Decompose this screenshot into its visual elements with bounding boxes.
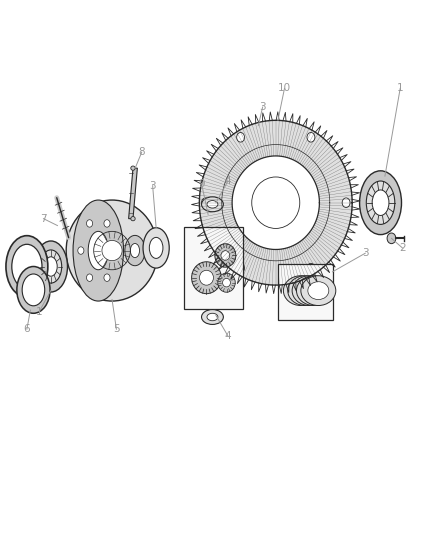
Ellipse shape — [131, 244, 140, 257]
Ellipse shape — [288, 276, 323, 305]
Circle shape — [113, 247, 119, 254]
Ellipse shape — [223, 278, 230, 287]
Polygon shape — [129, 168, 138, 219]
Text: 6: 6 — [24, 324, 30, 334]
Ellipse shape — [22, 274, 45, 306]
Ellipse shape — [143, 228, 169, 268]
Ellipse shape — [299, 282, 320, 300]
Ellipse shape — [40, 250, 62, 283]
Circle shape — [87, 220, 92, 227]
Ellipse shape — [6, 236, 48, 297]
Text: 1: 1 — [397, 83, 403, 93]
Circle shape — [104, 220, 110, 227]
Ellipse shape — [199, 270, 213, 285]
Ellipse shape — [232, 156, 319, 249]
Ellipse shape — [149, 237, 163, 259]
Circle shape — [387, 233, 396, 244]
Ellipse shape — [297, 276, 332, 305]
Ellipse shape — [88, 231, 108, 270]
Circle shape — [307, 263, 315, 273]
Text: 4: 4 — [224, 330, 231, 341]
Circle shape — [87, 274, 92, 281]
Ellipse shape — [45, 257, 57, 276]
Ellipse shape — [73, 200, 124, 301]
Ellipse shape — [290, 282, 311, 300]
Ellipse shape — [218, 273, 235, 292]
Ellipse shape — [292, 276, 327, 305]
Ellipse shape — [191, 262, 221, 294]
Text: 8: 8 — [138, 147, 145, 157]
Ellipse shape — [252, 177, 300, 229]
Text: 3: 3 — [362, 248, 369, 258]
Ellipse shape — [372, 190, 389, 215]
Circle shape — [237, 263, 244, 273]
Ellipse shape — [301, 276, 336, 305]
Text: 7: 7 — [40, 214, 47, 224]
Ellipse shape — [308, 282, 329, 300]
Circle shape — [104, 274, 110, 281]
Circle shape — [342, 198, 350, 207]
Ellipse shape — [201, 310, 223, 325]
Ellipse shape — [34, 241, 67, 292]
Ellipse shape — [12, 244, 42, 289]
Text: 4: 4 — [224, 176, 231, 187]
Text: 5: 5 — [113, 324, 120, 334]
Bar — [184, 227, 243, 309]
Ellipse shape — [131, 166, 135, 170]
Ellipse shape — [201, 197, 223, 212]
Ellipse shape — [283, 276, 318, 305]
Bar — [278, 264, 332, 320]
Ellipse shape — [207, 313, 218, 321]
Text: 2: 2 — [399, 243, 406, 253]
Circle shape — [201, 198, 209, 207]
Ellipse shape — [199, 120, 352, 285]
Ellipse shape — [295, 282, 316, 300]
Text: 3: 3 — [259, 102, 266, 112]
Ellipse shape — [304, 282, 325, 300]
Ellipse shape — [215, 244, 236, 267]
Ellipse shape — [221, 251, 230, 260]
Text: 3: 3 — [149, 181, 156, 191]
Ellipse shape — [207, 200, 218, 208]
Text: 1: 1 — [36, 306, 42, 317]
Ellipse shape — [66, 200, 158, 301]
Text: 9: 9 — [198, 179, 205, 189]
Ellipse shape — [125, 236, 145, 266]
Circle shape — [78, 247, 84, 254]
Circle shape — [307, 133, 315, 142]
Circle shape — [237, 133, 244, 142]
Ellipse shape — [360, 171, 402, 235]
Text: 10: 10 — [278, 83, 291, 93]
Ellipse shape — [366, 181, 395, 224]
Ellipse shape — [131, 216, 135, 221]
Ellipse shape — [102, 240, 122, 261]
Ellipse shape — [17, 266, 50, 313]
